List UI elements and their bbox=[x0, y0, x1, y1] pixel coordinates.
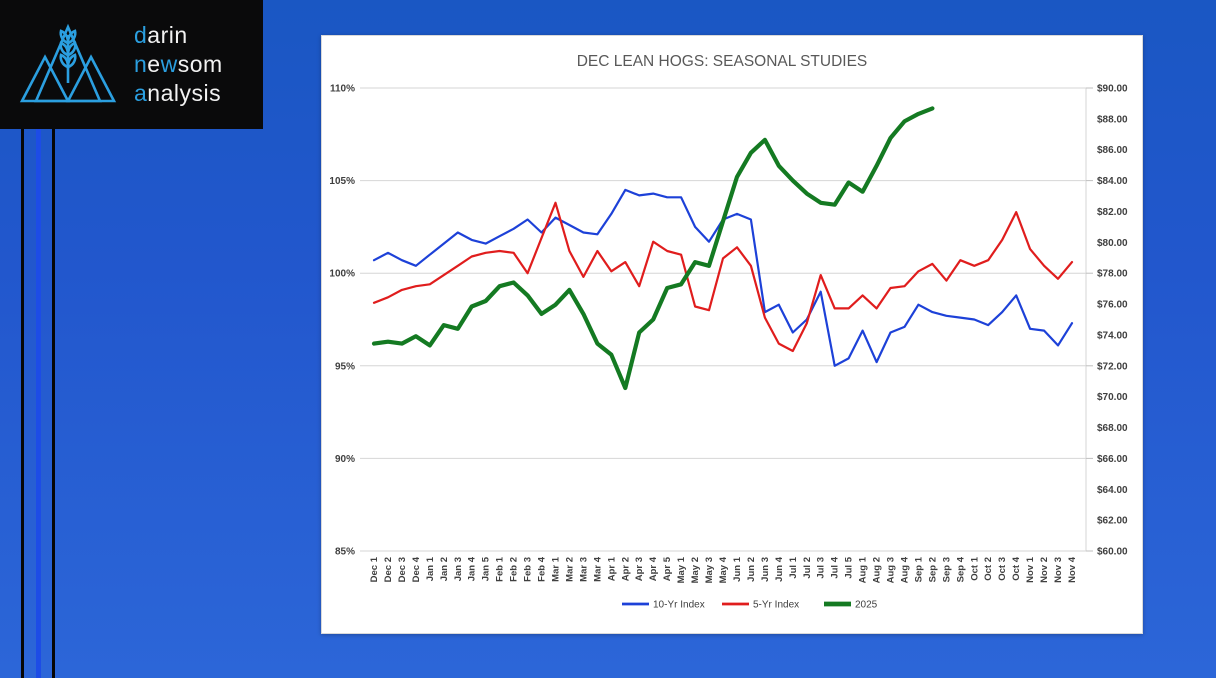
x-axis-label: Aug 1 bbox=[858, 556, 869, 583]
x-axis-label: Nov 2 bbox=[1039, 557, 1050, 583]
x-axis-label: Aug 4 bbox=[899, 556, 910, 583]
logo-word: analysis bbox=[134, 79, 223, 108]
y-axis-label-left: 110% bbox=[330, 84, 355, 95]
x-axis-label: Feb 3 bbox=[523, 557, 534, 582]
x-axis-label: May 1 bbox=[676, 556, 687, 583]
logo-accent-letter: n bbox=[134, 51, 148, 77]
x-axis-label: Mar 2 bbox=[564, 557, 575, 582]
x-axis-label: May 4 bbox=[718, 556, 729, 583]
y-axis-label-left: 95% bbox=[335, 361, 355, 372]
x-axis-label: Oct 4 bbox=[1011, 556, 1022, 580]
black-stripe-left bbox=[21, 129, 24, 678]
logo-letter: arin bbox=[147, 22, 188, 48]
y-axis-label-right: $88.00 bbox=[1097, 114, 1128, 125]
logo-letter: nalysis bbox=[147, 80, 222, 106]
y-axis-label-right: $78.00 bbox=[1097, 269, 1128, 280]
x-axis-label: Jul 3 bbox=[816, 557, 827, 579]
x-axis-label: Jul 1 bbox=[788, 556, 799, 578]
y-axis-label-right: $74.00 bbox=[1097, 330, 1128, 341]
chart-title: DEC LEAN HOGS: SEASONAL STUDIES bbox=[577, 53, 868, 70]
x-axis-label: Oct 1 bbox=[969, 556, 980, 580]
x-axis-label: Feb 4 bbox=[537, 556, 548, 582]
x-axis-label: Nov 3 bbox=[1053, 557, 1064, 583]
legend-label: 5-Yr Index bbox=[753, 600, 799, 611]
x-axis-label: Dec 1 bbox=[369, 556, 380, 582]
x-axis-label: Jun 1 bbox=[732, 556, 743, 582]
x-axis-label: Mar 1 bbox=[550, 556, 561, 582]
y-axis-label-right: $60.00 bbox=[1097, 547, 1128, 558]
x-axis-label: Jul 2 bbox=[802, 557, 813, 579]
x-axis-label: Sep 2 bbox=[927, 557, 938, 582]
x-axis-label: Aug 3 bbox=[886, 557, 897, 583]
x-axis-label: Sep 4 bbox=[955, 556, 966, 582]
x-axis-label: Apr 2 bbox=[620, 557, 631, 581]
x-axis-label: Jul 5 bbox=[844, 556, 855, 578]
logo-accent-letter: d bbox=[134, 22, 148, 48]
logo-letter: e bbox=[147, 51, 161, 77]
x-axis-label: Dec 2 bbox=[383, 557, 394, 582]
logo-word: darin bbox=[134, 21, 223, 50]
x-axis-label: Dec 4 bbox=[411, 556, 422, 582]
y-axis-label-right: $80.00 bbox=[1097, 238, 1128, 249]
logo-wordmark: darin newsom analysis bbox=[134, 21, 223, 108]
x-axis-label: Apr 4 bbox=[648, 556, 659, 581]
y-axis-label-right: $66.00 bbox=[1097, 454, 1128, 465]
x-axis-label: Jan 1 bbox=[425, 556, 436, 581]
dna-logo: darin newsom analysis bbox=[0, 0, 263, 129]
blue-stripe bbox=[36, 129, 41, 678]
series-line-2025 bbox=[371, 106, 935, 391]
y-axis-label-right: $64.00 bbox=[1097, 485, 1128, 496]
x-axis-label: Oct 3 bbox=[997, 557, 1008, 581]
x-axis-label: Jun 4 bbox=[774, 556, 785, 582]
logo-accent-letter: a bbox=[134, 80, 148, 106]
y-axis-label-right: $62.00 bbox=[1097, 516, 1128, 527]
x-axis-label: Jul 4 bbox=[830, 556, 841, 578]
y-axis-label-left: 85% bbox=[335, 547, 355, 558]
x-axis-label: May 2 bbox=[690, 557, 701, 583]
x-axis-label: Sep 1 bbox=[913, 556, 924, 582]
y-axis-label-right: $84.00 bbox=[1097, 176, 1128, 187]
x-axis-label: Oct 2 bbox=[983, 557, 994, 581]
y-axis-label-right: $68.00 bbox=[1097, 423, 1128, 434]
logo-word: newsom bbox=[134, 50, 223, 79]
x-axis-label: Jan 2 bbox=[439, 557, 450, 581]
x-axis-label: Mar 4 bbox=[592, 556, 603, 582]
y-axis-label-right: $76.00 bbox=[1097, 300, 1128, 311]
x-axis-label: Apr 3 bbox=[634, 557, 645, 581]
mountains-wheat-icon bbox=[19, 23, 117, 102]
y-axis-label-right: $72.00 bbox=[1097, 361, 1128, 372]
y-axis-label-right: $90.00 bbox=[1097, 84, 1128, 95]
y-axis-label-left: 90% bbox=[335, 454, 355, 465]
y-axis-label-left: 105% bbox=[329, 176, 355, 187]
x-axis-label: Nov 1 bbox=[1025, 556, 1036, 583]
logo-accent-letter: w bbox=[160, 51, 178, 77]
legend-label: 10-Yr Index bbox=[653, 600, 705, 611]
x-axis-label: Apr 1 bbox=[606, 556, 617, 581]
x-axis-label: Jun 2 bbox=[746, 557, 757, 582]
logo-letter: som bbox=[177, 51, 223, 77]
legend-label: 2025 bbox=[855, 600, 878, 611]
series-line-5-yr-index bbox=[372, 201, 1074, 353]
x-axis-label: Sep 3 bbox=[941, 557, 952, 582]
x-axis-label: Jun 3 bbox=[760, 557, 771, 582]
x-axis-label: Nov 4 bbox=[1067, 556, 1078, 583]
y-axis-label-left: 100% bbox=[329, 269, 355, 280]
x-axis-label: Apr 5 bbox=[662, 556, 673, 581]
black-stripe-right bbox=[52, 129, 55, 678]
y-axis-label-right: $70.00 bbox=[1097, 392, 1128, 403]
x-axis-label: Aug 2 bbox=[872, 557, 883, 583]
x-axis-label: Jan 4 bbox=[467, 556, 478, 581]
x-axis-label: Jan 3 bbox=[453, 557, 464, 581]
y-axis-label-right: $86.00 bbox=[1097, 145, 1128, 156]
x-axis-label: Feb 2 bbox=[509, 557, 520, 582]
y-axis-label-right: $82.00 bbox=[1097, 207, 1128, 218]
chart-window: DEC LEAN HOGS: SEASONAL STUDIES 110% 105%… bbox=[321, 35, 1143, 634]
x-axis-label: Feb 1 bbox=[495, 556, 506, 582]
x-axis-label: Mar 3 bbox=[578, 557, 589, 582]
seasonal-studies-chart: DEC LEAN HOGS: SEASONAL STUDIES 110% 105%… bbox=[329, 53, 1128, 611]
x-axis-label: May 3 bbox=[704, 557, 715, 583]
x-axis-label: Jan 5 bbox=[481, 556, 492, 581]
x-axis-label: Dec 3 bbox=[397, 557, 408, 582]
